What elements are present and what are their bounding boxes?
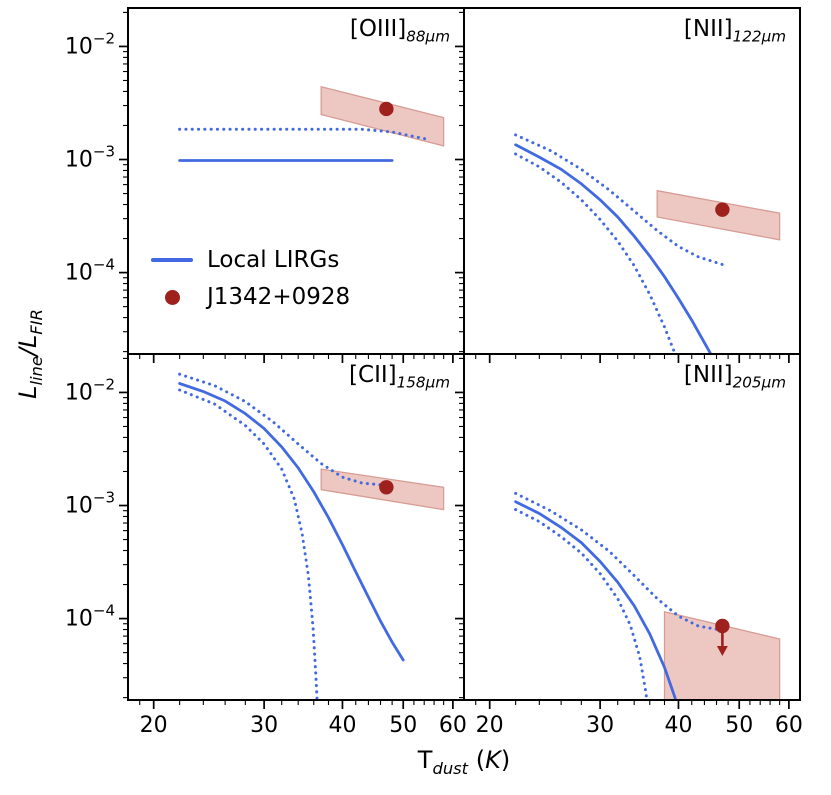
x-tick-label: 30 (250, 713, 278, 738)
lirg-scatter-curve (514, 152, 677, 354)
x-tick-label: 30 (586, 713, 614, 738)
legend-item-j1342: J1342+0928 (148, 284, 350, 310)
x-tick-label: 20 (140, 713, 168, 738)
legend-label-j1342: J1342+0928 (207, 284, 351, 310)
legend-item-local-lirgs: Local LIRGs (148, 247, 350, 273)
y-tick-label: 10−3 (65, 143, 115, 173)
lirg-median-curve (178, 382, 405, 662)
x-axis-label-text: T (417, 746, 433, 774)
x-tick-label: 60 (775, 713, 803, 738)
j1342-data-point (379, 480, 394, 495)
x-tick-label: 50 (725, 713, 753, 738)
panel-label-oiii88: [OIII]88μm (349, 16, 450, 46)
y-tick-label: 10−3 (65, 489, 115, 519)
uncertainty-band (320, 85, 445, 147)
y-axis-label: Lline/LFIR (14, 309, 46, 399)
lirg-median-curve (514, 500, 677, 700)
y-tick-label: 10−4 (65, 602, 115, 632)
j1342-data-point (715, 202, 730, 217)
panel-label-nii122: [NII]122μm (683, 16, 786, 46)
x-tick-label: 20 (476, 713, 504, 738)
panel-border (463, 7, 801, 355)
lirg-median-curve (514, 143, 713, 354)
panel-oiii88 (178, 85, 445, 162)
x-tick-label: 50 (389, 713, 417, 738)
panel-border (127, 353, 465, 701)
lirg-scatter-curve (514, 491, 727, 633)
legend-marker-cell (148, 289, 196, 305)
uncertainty-band (663, 610, 781, 700)
j1342-data-point (715, 618, 730, 634)
legend-marker-cell (148, 258, 196, 262)
x-tick-label: 40 (664, 713, 692, 738)
y-tick-label: 10−4 (65, 256, 115, 286)
x-axis-label: Tdust (K) (417, 746, 511, 778)
panel-label-nii205: [NII]205μm (683, 362, 786, 392)
lirg-scatter-curve (178, 388, 319, 700)
legend-label-local-lirgs: Local LIRGs (207, 247, 340, 273)
j1342-marker-sample (164, 289, 180, 305)
j1342-data-point (379, 101, 394, 117)
upper-limit-arrow-head (716, 645, 728, 656)
panel-label-cii158: [CII]158μm (349, 362, 450, 392)
panel-nii122 (514, 133, 781, 354)
y-tick-label: 10−2 (65, 375, 115, 405)
panel-nii205 (514, 491, 781, 700)
y-tick-label: 10−2 (65, 29, 115, 59)
x-tick-label: 40 (328, 713, 356, 738)
lirg-line-sample (151, 258, 193, 262)
y-axis-label-text: L (14, 385, 43, 399)
panel-cii158 (178, 372, 445, 700)
lirg-scatter-curve (514, 508, 649, 700)
lirg-scatter-curve (514, 133, 724, 266)
legend: Local LIRGs J1342+0928 (148, 247, 350, 310)
x-tick-label: 60 (439, 713, 467, 738)
panel-border (463, 353, 801, 701)
lirg-scatter-curve (178, 372, 391, 488)
